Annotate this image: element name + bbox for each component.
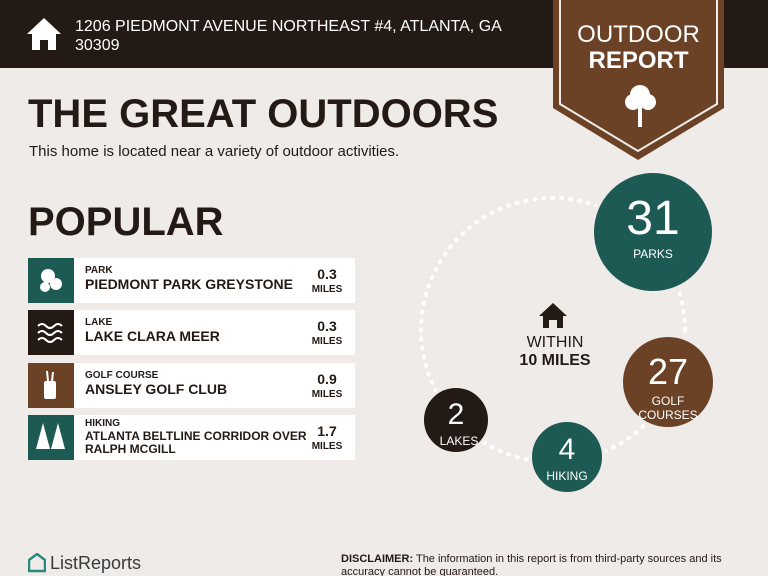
stat-circle: 2 LAKES (421, 385, 491, 455)
icon-glyph (40, 269, 62, 292)
stat-value: 2 (447, 398, 465, 432)
logo: ListReports (50, 553, 142, 573)
item-name: PIEDMONT PARK GREYSTONE (85, 276, 293, 292)
stat-circle: 27 GOLF COURSES (620, 334, 716, 430)
item-icon (28, 310, 74, 355)
item-distance: 1.7 (317, 423, 337, 439)
stat-label: GOLF COURSES (638, 393, 698, 422)
popular-item: GOLF COURSE ANSLEY GOLF CLUB 0.9 MILES (28, 363, 355, 408)
item-unit: MILES (311, 441, 343, 452)
item-icon (28, 363, 74, 408)
icon-glyph (44, 370, 56, 399)
home-icon (27, 18, 61, 50)
stat-label: PARKS (633, 246, 673, 261)
disclaimer: DISCLAIMER: The information in this repo… (341, 553, 741, 576)
stat-label: LAKES (439, 434, 479, 449)
item-distance: 0.3 (317, 318, 337, 334)
item-category: HIKING (85, 418, 120, 429)
icon-glyph (36, 423, 65, 449)
badge (553, 0, 724, 160)
address: 1206 PIEDMONT AVENUE NORTHEAST #4, ATLAN… (75, 18, 501, 54)
center-line1: WITHIN (526, 334, 584, 351)
item-icon (28, 258, 74, 303)
item-category: GOLF COURSE (85, 370, 159, 381)
popular-heading: POPULAR (28, 200, 224, 244)
item-unit: MILES (311, 336, 343, 347)
badge-text: OUTDOOR REPORT (553, 22, 724, 74)
logo-icon (28, 553, 46, 573)
popular-item: LAKE LAKE CLARA MEER 0.3 MILES (28, 310, 355, 355)
item-name: ATLANTA BELTLINE CORRIDOR OVER RALPH MCG… (85, 429, 307, 456)
item-unit: MILES (311, 389, 343, 400)
badge-line2: REPORT (588, 47, 689, 74)
item-name: LAKE CLARA MEER (85, 328, 220, 344)
center-line2: 10 MILES (519, 352, 591, 369)
subtitle: This home is located near a variety of o… (29, 143, 400, 160)
disclaimer-label: DISCLAIMER: (341, 553, 414, 565)
popular-item: PARK PIEDMONT PARK GREYSTONE 0.3 MILES (28, 258, 355, 303)
disclaimer-text: The information in this report is from t… (341, 553, 722, 576)
stat-value: 4 (558, 433, 576, 467)
stat-circle: 31 PARKS (591, 170, 715, 294)
title: THE GREAT OUTDOORS (28, 92, 499, 136)
item-distance: 0.3 (317, 266, 337, 282)
item-distance: 0.9 (317, 371, 337, 387)
item-category: LAKE (85, 317, 113, 328)
item-category: PARK (85, 265, 113, 276)
item-unit: MILES (311, 284, 343, 295)
item-icon (28, 415, 74, 460)
stat-value: 27 (647, 350, 689, 392)
badge-line1: OUTDOOR (577, 21, 700, 48)
icon-glyph (37, 323, 63, 343)
item-name: ANSLEY GOLF CLUB (85, 381, 228, 397)
stat-value: 31 (626, 191, 680, 245)
stat-label: HIKING (546, 469, 588, 484)
center-label: WITHIN 10 MILES (503, 334, 607, 370)
popular-item: HIKING ATLANTA BELTLINE CORRIDOR OVER RAL… (28, 415, 355, 460)
stat-circle: 4 HIKING (529, 419, 605, 495)
